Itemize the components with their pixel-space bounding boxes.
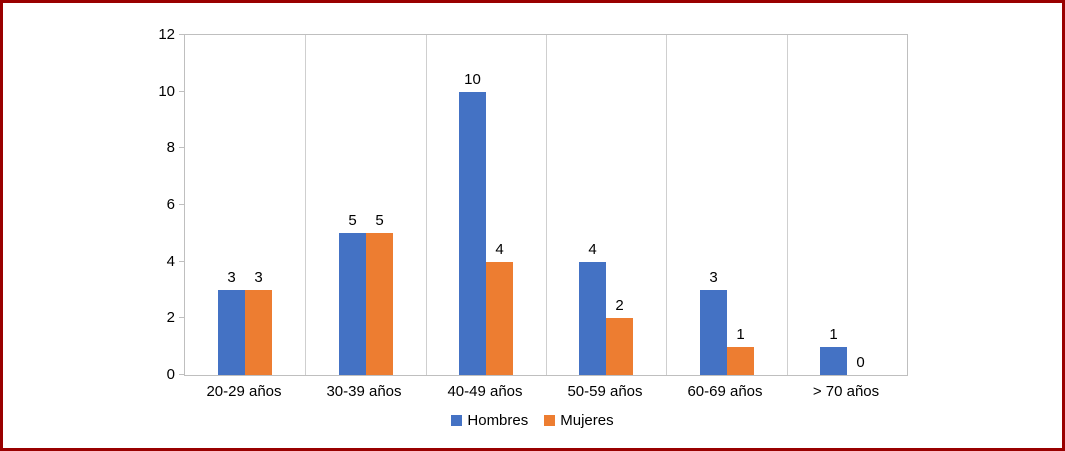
gridline [787,35,788,375]
bar-hombres [820,347,847,375]
bar-mujeres [486,262,513,375]
plot-area: 3 3 5 5 10 4 4 2 3 1 1 0 [184,34,908,376]
y-tick-mark [179,147,184,148]
bar-value-label: 4 [495,241,504,258]
y-tick-label: 4 [166,252,175,270]
bar-value-label: 0 [856,354,865,371]
legend-label: Mujeres [560,412,614,429]
x-category-label: 30-39 años [326,383,402,400]
bar-value-label: 3 [254,269,263,286]
x-category-label: 60-69 años [687,383,763,400]
bar-value-label: 5 [375,212,384,229]
bar-value-label: 4 [588,241,597,258]
y-tick-mark [179,204,184,205]
bar-mujeres [366,233,393,375]
gridline [426,35,427,375]
legend-item-mujeres: Mujeres [544,412,614,429]
bar-value-label: 3 [709,269,718,286]
legend: Hombres Mujeres [3,412,1062,429]
x-category-label: 20-29 años [206,383,282,400]
bar-hombres [339,233,366,375]
legend-item-hombres: Hombres [451,412,528,429]
y-tick-mark [179,34,184,35]
bar-value-label: 3 [227,269,236,286]
bar-hombres [579,262,606,375]
y-tick-label: 0 [166,366,175,383]
legend-label: Hombres [467,412,529,429]
bar-value-label: 2 [615,297,624,314]
legend-swatch-mujeres [544,415,556,426]
y-tick-mark [179,91,184,92]
y-tick-mark [179,261,184,262]
x-category-label: 50-59 años [567,383,643,400]
x-category-label: > 70 años [812,383,880,400]
bar-mujeres [727,347,754,375]
y-tick-label: 2 [166,309,175,327]
y-tick-mark [179,317,184,318]
bar-hombres [459,92,486,375]
gridline [666,35,667,375]
legend-swatch-hombres [451,415,463,426]
bar-value-label: 10 [464,71,481,88]
gridline [305,35,306,375]
bar-hombres [218,290,245,375]
y-tick-label: 8 [166,139,175,157]
x-category-label: 40-49 años [447,383,523,400]
y-tick-label: 6 [166,196,175,213]
y-tick-label: 10 [158,82,175,100]
y-tick-mark [179,374,184,375]
bar-hombres [700,290,727,375]
bar-mujeres [245,290,272,375]
bar-value-label: 1 [736,326,745,343]
gridline [546,35,547,375]
bar-mujeres [606,318,633,375]
y-tick-label: 12 [158,26,175,43]
bar-value-label: 1 [829,326,838,343]
bar-value-label: 5 [348,212,357,229]
